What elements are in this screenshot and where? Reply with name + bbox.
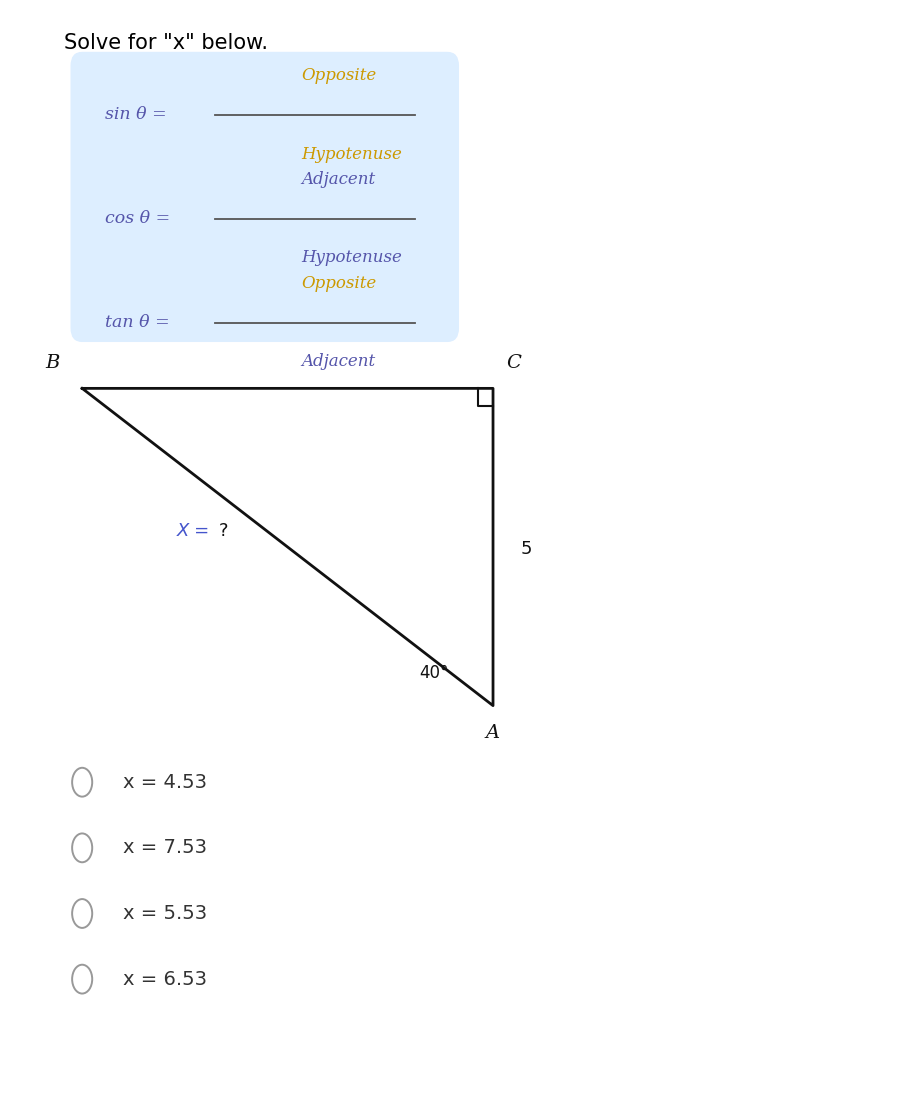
Text: cos θ =: cos θ = [105, 210, 170, 228]
Text: X =: X = [177, 522, 210, 539]
Text: Hypotenuse: Hypotenuse [301, 249, 402, 267]
Text: x = 4.53: x = 4.53 [123, 772, 207, 792]
Text: 40°: 40° [419, 664, 448, 682]
Text: Adjacent: Adjacent [301, 353, 375, 371]
Text: C: C [507, 354, 521, 372]
FancyBboxPatch shape [71, 53, 458, 341]
Text: sin θ =: sin θ = [105, 106, 166, 124]
Text: 5: 5 [520, 540, 532, 558]
Text: Solve for "x" below.: Solve for "x" below. [64, 33, 268, 53]
Text: Hypotenuse: Hypotenuse [301, 146, 402, 163]
Text: x = 7.53: x = 7.53 [123, 838, 207, 858]
Text: B: B [45, 354, 59, 372]
Text: Adjacent: Adjacent [301, 171, 375, 188]
Text: tan θ =: tan θ = [105, 314, 170, 331]
Text: A: A [486, 724, 500, 742]
Text: Opposite: Opposite [301, 275, 376, 292]
Text: Opposite: Opposite [301, 67, 376, 84]
Text: x = 6.53: x = 6.53 [123, 969, 207, 989]
Text: ?: ? [219, 522, 228, 539]
Text: x = 5.53: x = 5.53 [123, 904, 207, 923]
